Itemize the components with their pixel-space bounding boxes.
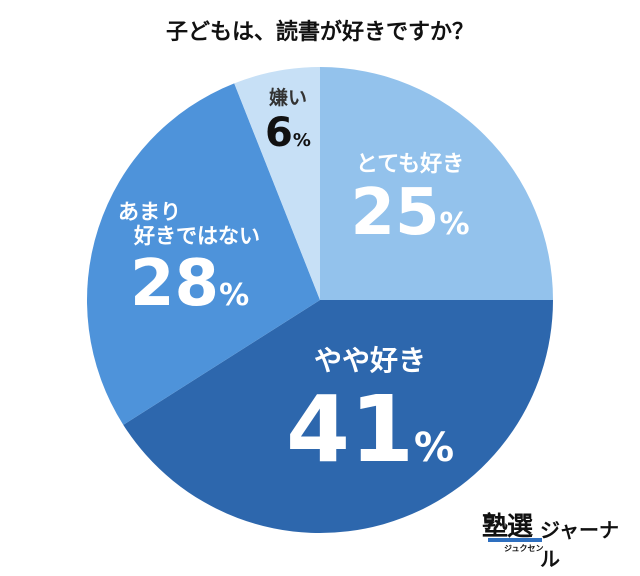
- label-text: とても好き: [355, 152, 465, 177]
- label-text: あまり: [118, 200, 181, 224]
- pie-slice-0: [320, 67, 553, 300]
- slice-label-dislike: 嫌い 6%: [248, 87, 328, 156]
- slice-label-very-like: とても好き 25%: [340, 152, 480, 251]
- unit-text: %: [292, 129, 311, 151]
- logo: 塾選 ジュクセン ジャーナル: [482, 506, 632, 571]
- value-text: 28: [130, 247, 220, 322]
- label-text: 嫌い: [268, 87, 307, 109]
- unit-text: %: [219, 278, 250, 314]
- value-text: 6: [265, 109, 293, 156]
- chart-title: 子どもは、読書が好きですか？: [165, 20, 474, 45]
- label-text: 好きではない: [134, 224, 260, 249]
- pencil-icon: [488, 538, 542, 542]
- pie-slice-3: [234, 67, 320, 300]
- slice-label-somewhat-like: やや好き 41%: [270, 344, 470, 484]
- logo-suffix: ジャーナル: [540, 518, 619, 571]
- unit-text: %: [413, 425, 455, 472]
- slice-label-not-much: あまり 好きではない 28%: [118, 200, 288, 322]
- unit-text: %: [439, 207, 470, 243]
- logo-main: 塾選: [482, 512, 533, 542]
- value-text: 25: [350, 176, 440, 251]
- logo-sub: ジュクセン: [504, 544, 544, 553]
- label-text: やや好き: [313, 344, 426, 377]
- value-text: 41: [285, 376, 414, 484]
- pie-slice-1: [123, 300, 553, 533]
- pie-slice-2: [86, 83, 321, 425]
